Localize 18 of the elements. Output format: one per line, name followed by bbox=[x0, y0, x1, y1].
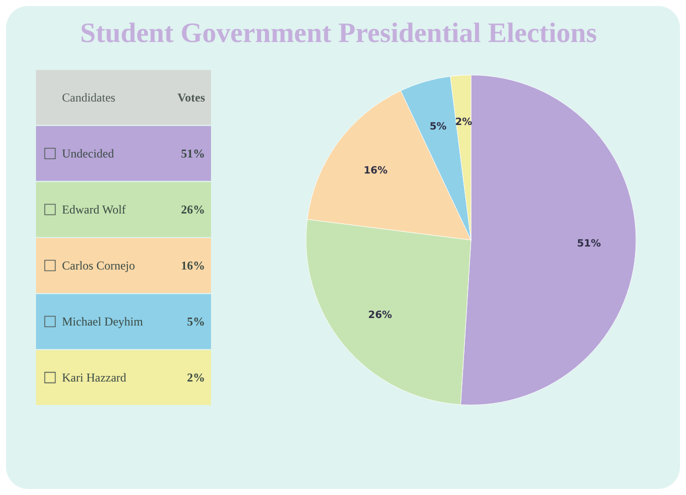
data-label: 2% bbox=[455, 117, 472, 128]
text: 5% bbox=[187, 314, 205, 329]
chart-title: Student Government Presidential Elections bbox=[80, 18, 597, 49]
text: Votes bbox=[177, 90, 206, 104]
legend-label: Michael Deyhim bbox=[62, 314, 144, 329]
legend-label: Edward Wolf bbox=[62, 202, 126, 216]
legend-label: Kari Hazzard bbox=[62, 370, 126, 385]
data-label: 16% bbox=[364, 166, 388, 177]
data-label: 51% bbox=[576, 238, 601, 250]
text: 51% bbox=[181, 146, 205, 160]
text: 2% bbox=[187, 370, 205, 385]
text: 16% bbox=[181, 258, 205, 273]
legend-label: Carlos Cornejo bbox=[62, 258, 135, 273]
legend-label: Undecided bbox=[62, 146, 114, 160]
text: 26% bbox=[368, 310, 392, 322]
data-label: 5% bbox=[430, 122, 447, 133]
data-label: 26% bbox=[181, 202, 205, 216]
text: Candidates bbox=[62, 90, 116, 104]
